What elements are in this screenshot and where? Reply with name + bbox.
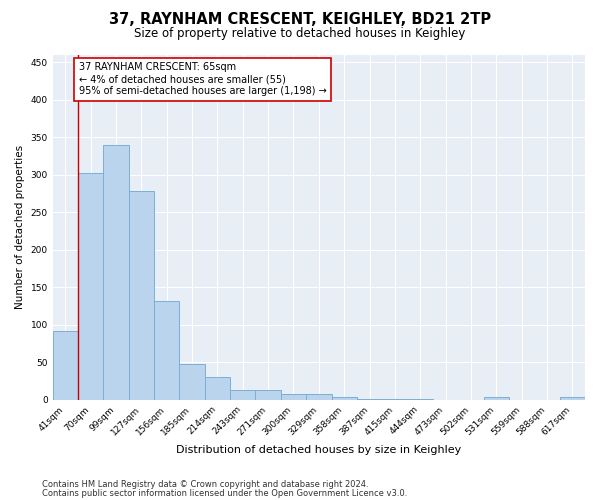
Bar bbox=[332, 396, 357, 400]
Bar bbox=[129, 192, 154, 400]
Bar bbox=[53, 331, 78, 400]
Bar bbox=[179, 364, 205, 400]
Text: 37, RAYNHAM CRESCENT, KEIGHLEY, BD21 2TP: 37, RAYNHAM CRESCENT, KEIGHLEY, BD21 2TP bbox=[109, 12, 491, 28]
Bar bbox=[484, 396, 509, 400]
Bar bbox=[154, 301, 179, 400]
Y-axis label: Number of detached properties: Number of detached properties bbox=[15, 146, 25, 310]
Text: 37 RAYNHAM CRESCENT: 65sqm
← 4% of detached houses are smaller (55)
95% of semi-: 37 RAYNHAM CRESCENT: 65sqm ← 4% of detac… bbox=[79, 62, 326, 96]
Bar bbox=[78, 172, 103, 400]
Bar bbox=[382, 399, 407, 400]
Bar bbox=[205, 377, 230, 400]
Bar bbox=[306, 394, 332, 400]
Bar bbox=[560, 396, 585, 400]
X-axis label: Distribution of detached houses by size in Keighley: Distribution of detached houses by size … bbox=[176, 445, 461, 455]
Bar bbox=[256, 390, 281, 400]
Bar bbox=[103, 145, 129, 400]
Text: Contains HM Land Registry data © Crown copyright and database right 2024.: Contains HM Land Registry data © Crown c… bbox=[42, 480, 368, 489]
Bar bbox=[407, 399, 433, 400]
Text: Contains public sector information licensed under the Open Government Licence v3: Contains public sector information licen… bbox=[42, 488, 407, 498]
Bar bbox=[357, 399, 382, 400]
Text: Size of property relative to detached houses in Keighley: Size of property relative to detached ho… bbox=[134, 28, 466, 40]
Bar bbox=[230, 390, 256, 400]
Bar bbox=[281, 394, 306, 400]
